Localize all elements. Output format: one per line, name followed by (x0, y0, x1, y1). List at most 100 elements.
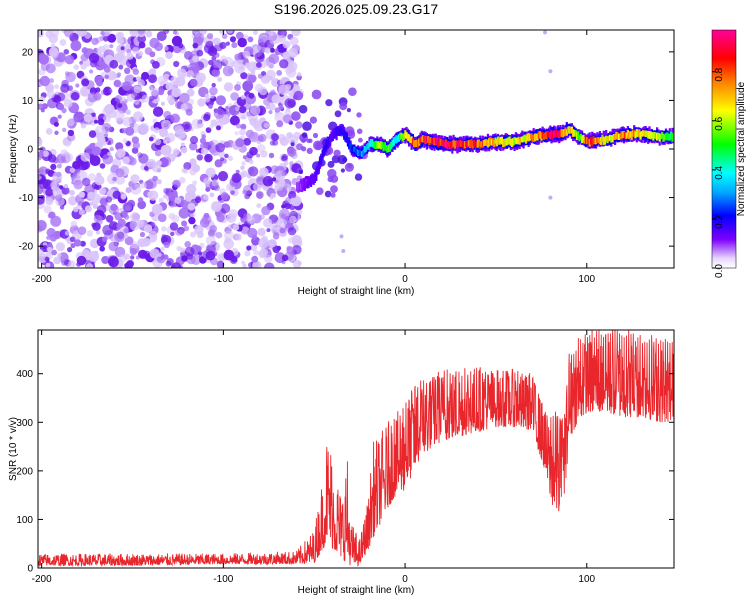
spectrogram-noise-blob (154, 138, 162, 146)
spectrogram-signal-cell (507, 137, 510, 145)
spectrogram-noise-blob (163, 110, 172, 120)
spectrogram-noise-blob (147, 191, 154, 198)
spectrogram-signal-cell (556, 131, 559, 138)
spectrogram-noise-blob (53, 95, 62, 104)
spectrogram-signal-cell (306, 181, 309, 187)
spectrogram-noise-blob (123, 214, 130, 220)
spectrogram-noise-blob (274, 252, 286, 264)
spectrogram-noise-blob (45, 188, 54, 197)
spectrogram-noise-blob (231, 42, 238, 49)
spectrogram-noise-blob (217, 77, 223, 82)
spectrogram-noise-blob (78, 191, 86, 198)
spectrogram-noise-blob (49, 234, 57, 242)
spectrogram-noise-blob (209, 140, 214, 146)
spectrogram-noise-blob (70, 40, 82, 52)
colorbar-ticks: 0.0 0.2 0.4 0.6 0.8 (712, 67, 725, 278)
spectrogram-signal-cell (400, 132, 403, 139)
spectrogram-noise-blob (128, 30, 136, 35)
spectrogram-noise-blob (219, 41, 227, 50)
spectrogram-x-axis-label: Height of straight line (km) (298, 286, 415, 297)
spectrogram-noise-blob (230, 190, 235, 195)
spectrogram-noise-blob (240, 165, 245, 171)
spectrogram-noise-blob (220, 157, 225, 162)
spectrogram-noise-blob (247, 36, 254, 43)
spectrogram-noise-blob (186, 88, 195, 97)
spectrogram-signal-cell (653, 132, 656, 139)
spectrogram-noise-blob (186, 70, 194, 78)
spectrogram-signal-cell (591, 138, 594, 147)
spectrogram-signal-cell (471, 140, 474, 149)
spectrogram-x-tick-label: 0 (402, 274, 408, 285)
spectrogram-signal-cell (626, 130, 629, 137)
spectrogram-noise-blob (124, 236, 134, 246)
spectrogram-noise-blob (168, 98, 176, 106)
spectrogram-noise-blob (151, 204, 163, 215)
spectrogram-noise-blob (80, 152, 91, 162)
spectrogram-signal-cell (569, 127, 572, 134)
spectrogram-noise-blob (117, 103, 123, 109)
spectrogram-noise-blob (279, 227, 286, 234)
spectrogram-noise-blob (50, 43, 56, 48)
spectrogram-noise-blob (292, 244, 302, 255)
colorbar-tick-label: 0.8 (714, 67, 725, 81)
spectrogram-noise-blob (85, 263, 94, 268)
spectrogram-noise-blob (45, 127, 53, 135)
spectrogram-noise-blob (200, 147, 209, 155)
spectrogram-signal-cell (414, 139, 417, 147)
spectrogram-noise-blob (53, 256, 61, 265)
spectrogram-noise-blob (130, 255, 135, 260)
spectrogram-noise-blob (191, 164, 201, 173)
spectrogram-noise-blob (268, 62, 275, 69)
spectrogram-noise-blob (208, 104, 213, 109)
spectrogram-noise-blob (205, 250, 216, 261)
spectrogram-noise-blob (124, 67, 131, 75)
spectrogram-signal-cell (364, 145, 367, 152)
spectrogram-noise-blob (239, 128, 246, 136)
spectrogram-signal-cell (359, 151, 362, 157)
spectrogram-noise-blob (229, 36, 237, 43)
spectrogram-signal-cell (470, 139, 473, 148)
spectrogram-signal-cell (352, 146, 355, 151)
spectrogram-x-tick-label: 100 (578, 274, 595, 285)
spectrogram-signal-cell (341, 127, 344, 134)
spectrogram-transition-blob (339, 102, 348, 111)
spectrogram-signal-cell (517, 136, 520, 144)
spectrogram-signal-cell (573, 130, 576, 137)
spectrogram-noise-blob (287, 147, 297, 157)
spectrogram-signal-cell (338, 129, 341, 135)
spectrogram-signal-cell (502, 139, 505, 148)
spectrogram-noise-blob (222, 65, 234, 77)
spectrogram-noise-blob (112, 73, 118, 79)
spectrogram-noise-blob (196, 154, 203, 161)
spectrogram-noise-blob (102, 224, 113, 236)
spectrogram-noise-blob (266, 228, 271, 233)
spectrogram-noise-blob (209, 86, 218, 96)
spectrogram-noise-blob (282, 114, 292, 124)
spectrogram-signal-cell (619, 133, 622, 140)
spectrogram-noise-blob (278, 104, 284, 110)
spectrogram-noise-blob (69, 189, 75, 196)
spectrogram-noise-blob (261, 206, 271, 216)
spectrogram-noise-blob (281, 170, 288, 177)
spectrogram-noise-blob (268, 152, 275, 159)
spectrogram-noise-blob (170, 231, 175, 237)
spectrogram-signal-cell (526, 133, 529, 141)
spectrogram-signal-cell (373, 141, 376, 149)
spectrogram-signal-cell (299, 184, 303, 190)
spectrogram-noise-blob (221, 33, 228, 39)
spectrogram-signal-cell (343, 131, 346, 137)
spectrogram-noise-blob (163, 194, 168, 199)
spectrogram-signal-cell (423, 135, 426, 144)
spectrogram-noise-blob (241, 161, 246, 166)
spectrogram-signal-cell (430, 137, 434, 145)
spectrogram-noise-blob (188, 216, 196, 225)
spectrogram-signal-cell (374, 140, 378, 150)
figure-title: S196.2026.025.09.23.G17 (274, 1, 438, 17)
spectrogram-noise-blob (248, 166, 259, 177)
spectrogram-signal-cell (519, 136, 523, 143)
spectrogram-noise-blob (88, 130, 97, 138)
spectrogram-signal-cell (657, 132, 660, 140)
spectrogram-noise-blob (204, 93, 210, 99)
spectrogram-noise-blob (260, 150, 268, 158)
spectrogram-noise-blob (285, 107, 290, 112)
